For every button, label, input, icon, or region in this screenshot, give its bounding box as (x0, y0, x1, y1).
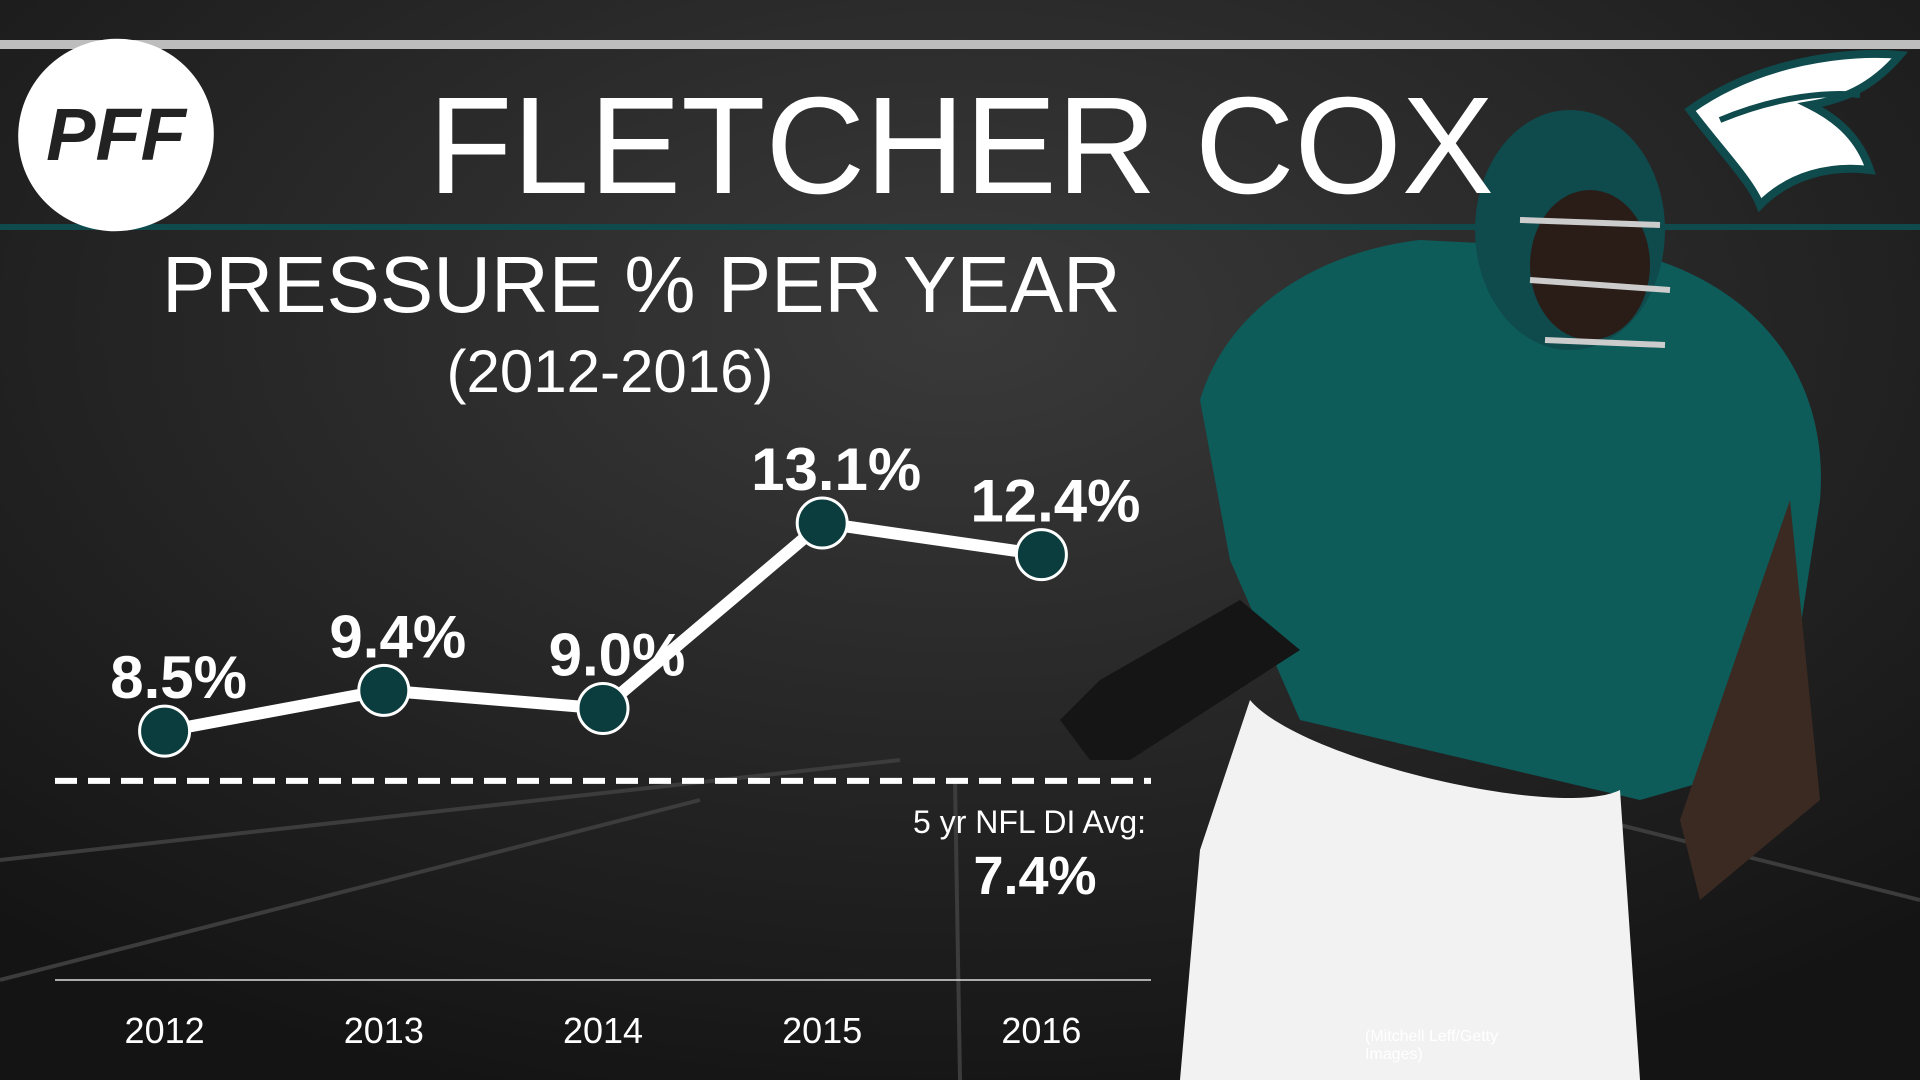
period: (2012-2016) (447, 338, 774, 405)
pff-logo: PFF (18, 38, 214, 232)
data-label: 13.1% (751, 436, 921, 503)
top-bar (0, 40, 1920, 49)
data-label: 9.0% (549, 622, 686, 689)
data-label: 8.5% (110, 644, 247, 711)
reference-value-label: 7.4% (973, 846, 1096, 906)
x-tick-label: 2015 (782, 1010, 862, 1051)
reference-label: 5 yr NFL DI Avg: (913, 804, 1146, 840)
x-tick-label: 2012 (125, 1010, 205, 1051)
chart-subtitle: PRESSURE % PER YEAR (162, 240, 1121, 329)
teal-bar (0, 224, 1920, 230)
data-point (138, 704, 192, 758)
chart-title: FLETCHER COX (428, 69, 1494, 223)
data-point (795, 496, 849, 550)
player-photo (1060, 110, 1821, 1080)
data-label: 12.4% (970, 468, 1140, 535)
data-point (1014, 528, 1068, 582)
x-tick-label: 2014 (563, 1010, 643, 1051)
x-tick-label: 2013 (344, 1010, 424, 1051)
field-lines (0, 758, 1920, 1080)
eagle-logo (1684, 49, 1909, 213)
logo-text: PFF (46, 93, 188, 176)
x-tick-label: 2016 (1001, 1010, 1081, 1051)
data-label: 9.4% (329, 603, 466, 670)
photo-credit: (Mitchell Leff/Getty Images) (1365, 1028, 1499, 1063)
data-point (357, 663, 411, 717)
data-point (576, 682, 630, 735)
